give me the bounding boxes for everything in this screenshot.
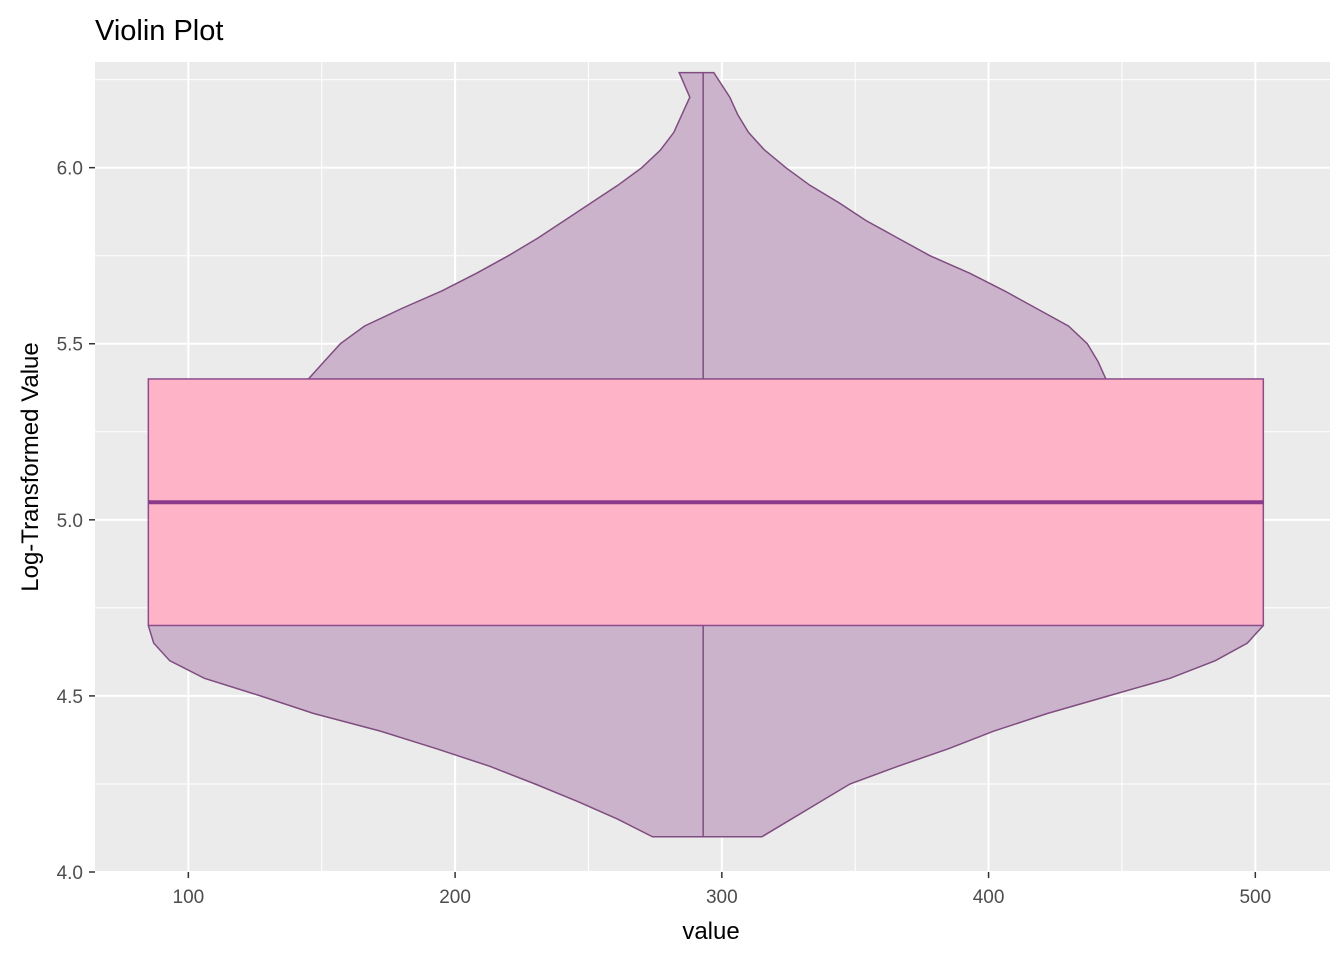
y-tick-label: 4.5 (57, 687, 83, 708)
y-tick-label: 6.0 (57, 159, 83, 180)
x-tick-label: 300 (706, 887, 738, 908)
y-tick-label: 5.5 (57, 335, 83, 356)
x-tick-label: 500 (1239, 887, 1271, 908)
y-tick-label: 5.0 (57, 511, 83, 532)
box-layer (147, 378, 1265, 627)
x-tick-label: 200 (439, 887, 471, 908)
y-tick-label: 4.0 (57, 863, 83, 884)
y-axis-title: Log-Transformed Value (17, 342, 44, 591)
x-tick-label: 400 (973, 887, 1005, 908)
x-axis-title: value (682, 918, 739, 945)
x-axis: 100 200 300 400 500 (173, 872, 1271, 908)
x-tick-label: 100 (173, 887, 205, 908)
chart-title: Violin Plot (95, 15, 223, 47)
y-axis: 4.0 4.5 5.0 5.5 6.0 (57, 159, 95, 884)
